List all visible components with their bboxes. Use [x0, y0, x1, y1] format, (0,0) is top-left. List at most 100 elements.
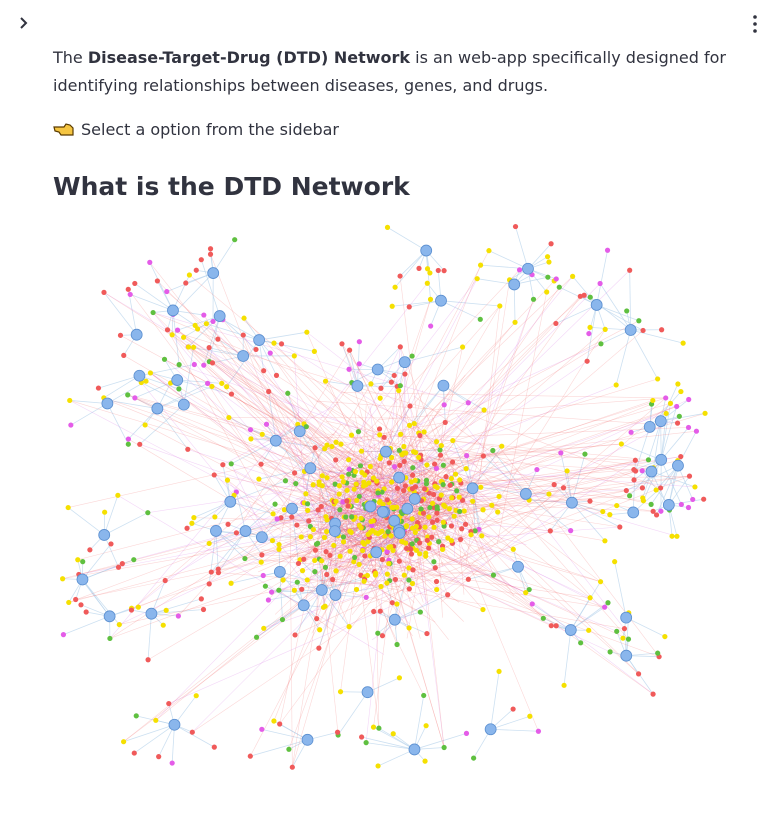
hub-node [519, 487, 532, 500]
node [417, 540, 423, 546]
edge [625, 617, 666, 637]
edge [349, 349, 393, 442]
node [477, 262, 484, 268]
node [259, 431, 265, 437]
node [690, 496, 696, 503]
edge [319, 471, 333, 580]
edge [243, 334, 360, 504]
node [421, 692, 427, 699]
chevron-icon [20, 17, 28, 29]
node [226, 414, 232, 421]
node [333, 498, 339, 504]
edge [270, 352, 406, 552]
edge [233, 495, 459, 584]
node [409, 525, 416, 531]
node [324, 475, 330, 481]
edge [365, 564, 386, 743]
hub-node [401, 502, 414, 515]
node [406, 586, 412, 592]
node [176, 386, 182, 392]
node [410, 465, 416, 471]
node [403, 523, 410, 529]
node [653, 487, 659, 493]
node [424, 280, 430, 286]
node [344, 487, 350, 493]
edge [369, 584, 421, 613]
node [632, 457, 638, 463]
node [551, 482, 557, 488]
node [346, 471, 352, 477]
edge [263, 604, 304, 629]
hub-node [239, 525, 252, 537]
hub-node [654, 415, 667, 428]
edge [586, 304, 598, 362]
edge [377, 397, 666, 420]
edge [242, 334, 332, 515]
node [586, 627, 592, 633]
edge [155, 519, 403, 721]
edge [354, 360, 588, 523]
main-menu[interactable] [749, 12, 761, 36]
node [582, 451, 588, 457]
node [389, 454, 395, 461]
edge [292, 541, 328, 768]
edge [268, 391, 277, 441]
node [318, 503, 324, 510]
node [292, 470, 298, 476]
node [377, 432, 383, 438]
node [406, 304, 412, 310]
node [379, 633, 386, 639]
edge [69, 400, 370, 491]
edge [377, 466, 654, 512]
hub-node [435, 294, 447, 307]
node [376, 499, 383, 506]
node [416, 265, 422, 271]
node [125, 392, 131, 398]
edge [440, 300, 500, 307]
node [461, 508, 467, 514]
node [329, 443, 335, 450]
node [463, 466, 469, 472]
node [547, 528, 553, 534]
node [653, 512, 660, 518]
edge [437, 497, 460, 547]
node [388, 379, 394, 385]
node [587, 498, 593, 504]
edge [78, 511, 354, 575]
node [391, 464, 398, 470]
edge [399, 250, 427, 277]
node [116, 621, 122, 628]
sidebar-toggle[interactable] [14, 13, 34, 33]
hub-node [627, 506, 640, 519]
edge [305, 493, 352, 518]
edge [596, 304, 639, 322]
node [365, 531, 371, 537]
hub-node [273, 565, 286, 578]
node [462, 521, 469, 527]
node [211, 744, 217, 750]
node [276, 542, 282, 548]
node [586, 330, 592, 337]
edge [443, 385, 485, 411]
edge [361, 736, 415, 750]
node [190, 344, 197, 350]
node [345, 503, 351, 509]
node [396, 387, 402, 394]
edge [402, 531, 447, 542]
node [327, 552, 333, 558]
edge [222, 319, 260, 341]
node [340, 539, 347, 545]
edge [274, 480, 416, 615]
edge [210, 254, 299, 481]
edge [274, 434, 437, 590]
node [242, 555, 248, 562]
edge [117, 495, 385, 655]
edge [312, 484, 345, 512]
node [598, 341, 604, 347]
hub-node [645, 465, 658, 478]
edge [189, 274, 432, 478]
node [499, 443, 505, 449]
edge [325, 443, 622, 469]
section-heading: What is the DTD Network [53, 172, 410, 201]
node [369, 527, 376, 534]
